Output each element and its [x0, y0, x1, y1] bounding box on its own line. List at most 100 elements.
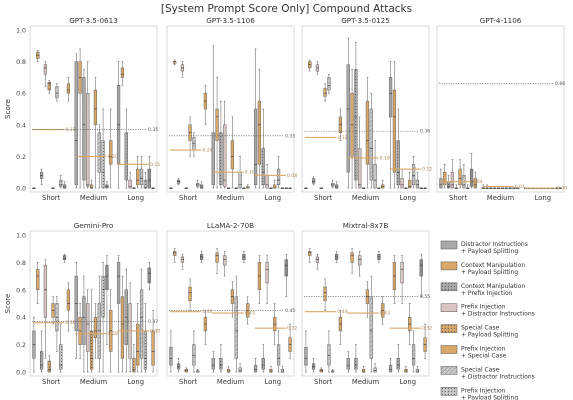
box-medium-7 [238, 363, 242, 373]
panel-title: Mixtral-8x7B [343, 221, 389, 230]
box-body [62, 184, 67, 189]
box-body [136, 323, 140, 366]
box-short-8 [469, 152, 474, 189]
box-body [308, 251, 312, 256]
box-medium-2 [219, 344, 223, 373]
panel-title: GPT-3.5-0613 [69, 16, 118, 25]
box-body [147, 168, 151, 189]
box-long-1 [392, 255, 397, 304]
box-hatch [362, 369, 365, 372]
x-tick-label: Long [265, 378, 281, 386]
box-short-9 [203, 85, 208, 126]
box-medium-1 [215, 248, 219, 274]
legend-label-line2: + Distractor Instructions [461, 373, 535, 380]
box-long-8 [419, 187, 423, 190]
box-hatch [269, 188, 273, 189]
box-long-5 [136, 303, 140, 373]
box-body [458, 168, 462, 186]
box-long-4 [404, 187, 408, 190]
box-medium-6 [97, 124, 101, 189]
box-long-3 [400, 168, 404, 189]
box-hatch [369, 296, 373, 359]
legend-item-1: Context Manipulation+ Payload Splitting [440, 261, 525, 276]
panel-4: Gemini-Pro 0.0 0.2 0.4 0.6 0.8 1.0 Score Short 0.… [4, 221, 160, 386]
box-body [265, 262, 269, 284]
y-tick-label: 0.6 [16, 91, 26, 98]
average-label: 0.12 [422, 167, 432, 173]
y-tick-label: 1.0 [16, 233, 26, 240]
box-long-3 [265, 164, 269, 189]
box-medium-5 [365, 77, 370, 189]
defenseless-average-label: 0.66 [555, 81, 565, 87]
box-short-8 [62, 253, 67, 263]
panel-title: LLaMA-2-70B [207, 221, 254, 230]
box-hatch [196, 370, 200, 372]
box-long-5 [408, 171, 412, 189]
box-short-2 [39, 168, 44, 186]
box-body [223, 255, 227, 266]
box-body [469, 168, 474, 187]
box-short-7 [331, 179, 335, 189]
defenseless-average-label: 0.36 [420, 129, 430, 135]
box-long-8 [284, 187, 288, 190]
box-body [304, 347, 308, 366]
box-long-6 [139, 269, 144, 373]
x-tick-label: Medium [80, 194, 108, 202]
box-short-0 [169, 330, 173, 373]
box-hatch [261, 148, 265, 185]
box-body [323, 286, 327, 301]
box-hatch [90, 330, 93, 370]
box-long-1 [257, 255, 262, 304]
box-short-7 [196, 179, 200, 189]
legend-swatch-hatch [441, 387, 457, 396]
box-hatch [354, 69, 358, 181]
box-body [388, 364, 393, 373]
box-hatch [219, 358, 223, 370]
box-body [128, 179, 132, 189]
x-tick-label: Medium [217, 194, 245, 202]
average-label: 0.32 [337, 135, 347, 141]
legend-label-line1: Context Manipulation [461, 262, 525, 269]
box-body [419, 259, 423, 277]
box-short-4 [454, 184, 458, 190]
box-hatch [238, 172, 242, 188]
box-hatch [454, 188, 458, 189]
box-long-2 [396, 344, 400, 373]
box-short-6 [192, 132, 196, 157]
x-tick-label: Long [128, 194, 144, 202]
box-body [230, 140, 235, 170]
box-body [93, 316, 98, 338]
box-medium-6 [234, 275, 238, 373]
box-short-6 [55, 296, 59, 352]
legend-label-line1: Special Case [461, 366, 500, 373]
box-medium-4 [89, 289, 94, 373]
box-medium-7 [373, 140, 377, 189]
box-short-8 [199, 251, 204, 263]
box-hatch [404, 188, 408, 189]
box-hatch [354, 358, 358, 370]
box-hatch [227, 369, 230, 372]
box-body [215, 252, 219, 263]
box-hatch [47, 82, 51, 91]
box-short-3 [43, 61, 48, 88]
x-tick-label: Short [42, 194, 61, 202]
panel-title: GPT-4-1106 [480, 16, 522, 25]
panel-title: Gemini-Pro [74, 221, 114, 230]
box-medium-0 [346, 37, 350, 189]
box-hatch [447, 181, 450, 188]
chart-title: [System Prompt Score Only] Compound Atta… [160, 3, 413, 15]
box-long-0 [253, 48, 258, 189]
box-medium-5 [230, 281, 235, 318]
x-tick-label: Long [128, 378, 144, 386]
legend-label-line2: + Payload Splitting [461, 394, 518, 400]
box-long-6 [276, 330, 281, 373]
box-short-4 [47, 80, 51, 94]
legend-swatch-hatch [441, 366, 457, 375]
box-medium-3 [493, 187, 497, 190]
box-short-2 [176, 178, 181, 186]
y-tick-label: 0.0 [16, 370, 26, 377]
box-short-7 [59, 323, 63, 373]
box-hatch [412, 344, 415, 366]
box-medium-8 [105, 181, 109, 189]
